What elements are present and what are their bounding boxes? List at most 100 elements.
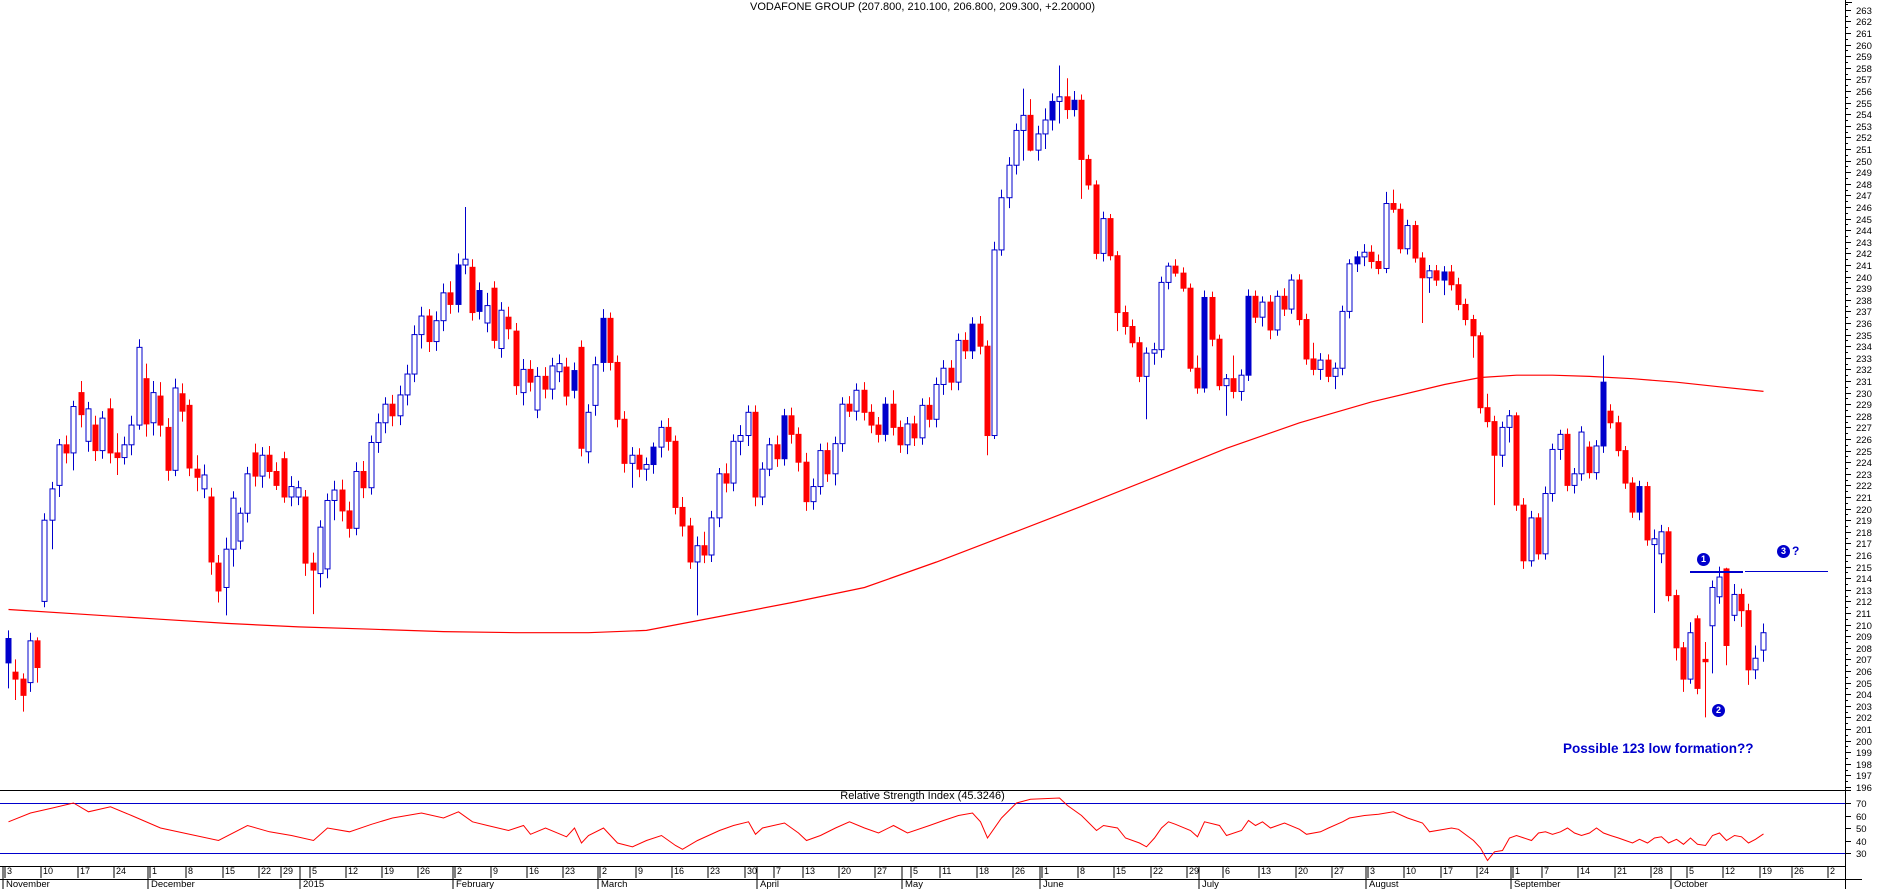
candle-up bbox=[1245, 295, 1252, 376]
price-tick-label: 251 bbox=[1856, 145, 1872, 156]
candle-down bbox=[12, 671, 19, 680]
week-tick-label: 30 bbox=[747, 866, 757, 876]
price-tick-label: 238 bbox=[1856, 296, 1872, 307]
candle-down bbox=[1187, 287, 1194, 369]
week-tick-label: 27 bbox=[1334, 866, 1344, 876]
week-tick-label: 2 bbox=[602, 866, 607, 876]
price-tick-label: 209 bbox=[1856, 632, 1872, 643]
candle-down bbox=[890, 403, 897, 428]
candle-down bbox=[1462, 303, 1469, 321]
candle-down bbox=[302, 496, 309, 564]
candle-down bbox=[1564, 433, 1571, 486]
candle-up bbox=[629, 454, 636, 464]
week-tick-label: 12 bbox=[1725, 866, 1735, 876]
price-tick-label: 257 bbox=[1856, 75, 1872, 86]
candle-down bbox=[186, 404, 193, 469]
candle-down bbox=[1419, 257, 1426, 279]
candle-up bbox=[991, 249, 998, 437]
price-tick-label: 248 bbox=[1856, 180, 1872, 191]
candle-down bbox=[513, 330, 520, 387]
candle-down bbox=[1622, 450, 1629, 484]
circled-2-marker: 2 bbox=[1712, 704, 1725, 717]
candle-down bbox=[1723, 568, 1730, 646]
candle-down bbox=[1738, 593, 1745, 612]
candle-down bbox=[795, 433, 802, 463]
week-tick-label: 19 bbox=[384, 866, 394, 876]
candle-up bbox=[433, 320, 440, 343]
week-tick-label: 9 bbox=[493, 866, 498, 876]
candle-down bbox=[1085, 158, 1092, 186]
candle-down bbox=[1397, 208, 1404, 250]
candle-down bbox=[1513, 415, 1520, 506]
candle-down bbox=[1093, 184, 1100, 254]
candle-up bbox=[1158, 281, 1165, 351]
candle-up bbox=[1049, 100, 1056, 121]
price-tick-label: 224 bbox=[1856, 458, 1872, 469]
week-tick-label: 24 bbox=[1479, 866, 1489, 876]
candle-down bbox=[78, 392, 85, 416]
price-tick-label: 197 bbox=[1856, 771, 1872, 782]
candle-down bbox=[752, 411, 759, 498]
candle-up bbox=[940, 367, 947, 385]
week-tick-label: 8 bbox=[188, 866, 193, 876]
candle-up bbox=[1752, 657, 1759, 671]
candle-up bbox=[571, 370, 578, 391]
candle-up bbox=[904, 423, 911, 446]
rsi-tick-label: 70 bbox=[1856, 799, 1867, 810]
candle-up bbox=[49, 488, 56, 521]
price-tick-label: 228 bbox=[1856, 412, 1872, 423]
candle-down bbox=[1520, 504, 1527, 562]
week-tick-label: 26 bbox=[420, 866, 430, 876]
candle-up bbox=[150, 392, 157, 424]
candle-up bbox=[375, 422, 382, 443]
candle-down bbox=[1745, 610, 1752, 671]
price-tick-label: 256 bbox=[1856, 87, 1872, 98]
price-tick-label: 204 bbox=[1856, 690, 1872, 701]
candle-up bbox=[882, 403, 889, 435]
candle-up bbox=[592, 364, 599, 406]
chart-title: VODAFONE GROUP (207.800, 210.100, 206.80… bbox=[750, 1, 1095, 13]
candle-up bbox=[933, 383, 940, 420]
candle-down bbox=[803, 461, 810, 503]
candle-up bbox=[766, 444, 773, 470]
candle-up bbox=[411, 334, 418, 375]
candle-up bbox=[99, 417, 106, 452]
week-tick-label: 5 bbox=[312, 866, 317, 876]
candle-down bbox=[1673, 595, 1680, 649]
circled-2-label: 2 bbox=[1715, 705, 1721, 715]
candle-up bbox=[1354, 256, 1361, 265]
price-tick-label: 230 bbox=[1856, 389, 1872, 400]
candle-up bbox=[1651, 538, 1658, 546]
candle-down bbox=[107, 408, 114, 454]
candle-up bbox=[1071, 99, 1078, 111]
candle-up bbox=[70, 406, 77, 454]
candle-down bbox=[607, 317, 614, 363]
question-mark-label: ? bbox=[1792, 544, 1800, 558]
candle-down bbox=[1535, 517, 1542, 555]
candle-up bbox=[919, 404, 926, 439]
week-tick-label: 6 bbox=[1225, 866, 1230, 876]
price-tick-label: 233 bbox=[1856, 354, 1872, 365]
price-tick-label: 218 bbox=[1856, 528, 1872, 539]
week-tick-label: 16 bbox=[674, 866, 684, 876]
candle-up bbox=[128, 424, 135, 446]
price-tick-label: 241 bbox=[1856, 261, 1872, 272]
candle-up bbox=[368, 441, 375, 489]
week-tick-label: 2 bbox=[457, 866, 462, 876]
candle-up bbox=[1383, 203, 1390, 269]
week-tick-label: 18 bbox=[979, 866, 989, 876]
price-tick-label: 261 bbox=[1856, 29, 1872, 40]
price-tick-label: 222 bbox=[1856, 481, 1872, 492]
candle-down bbox=[266, 454, 273, 472]
candle-down bbox=[1477, 335, 1484, 409]
price-tick-label: 212 bbox=[1856, 597, 1872, 608]
candle-up bbox=[397, 394, 404, 417]
breakout-level-line-right bbox=[1745, 571, 1828, 572]
week-tick-label: 5 bbox=[1689, 866, 1694, 876]
month-label: June bbox=[1043, 879, 1064, 889]
candle-up bbox=[1201, 296, 1208, 389]
candle-up bbox=[1731, 593, 1738, 616]
candle-up bbox=[244, 473, 251, 514]
candle-down bbox=[687, 525, 694, 563]
candle-down bbox=[92, 424, 99, 452]
